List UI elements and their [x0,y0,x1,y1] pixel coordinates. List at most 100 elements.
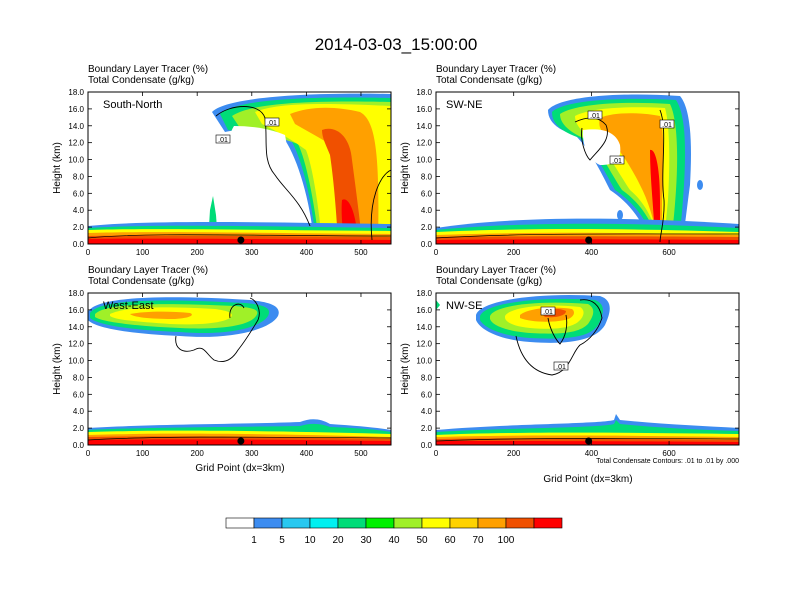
x-tick-labels: 0 100 200 300 400 500 [86,92,368,257]
y-tick-label: 12.0 [416,139,432,148]
y-tick-label: 0.0 [73,240,85,249]
colorbar-swatch [253,517,283,529]
y-axis-label: Height (km) [400,142,411,194]
tracer-field [88,93,391,244]
x-tick-label: 200 [191,449,205,458]
y-tick-label: 12.0 [68,340,84,349]
y-tick-label: 14.0 [68,122,84,131]
location-marker [237,437,245,445]
contour-label-box: .01 [609,155,625,165]
y-tick-label: 4.0 [73,407,85,416]
y-tick-label: 18.0 [416,289,432,298]
x-tick-label: 400 [585,449,599,458]
panel-west-east: Boundary Layer Tracer (%) Total Condensa… [52,265,392,474]
panel-name: South-North [103,99,162,111]
colorbar-swatch [309,517,339,529]
y-tick-label: 12.0 [416,340,432,349]
svg-text:.01: .01 [543,309,553,316]
svg-text:.01: .01 [590,113,600,120]
y-tick-label: 14.0 [416,323,432,332]
y-tick-label: 0.0 [73,441,85,450]
y-tick-label: 10.0 [416,357,432,366]
y-tick-label: 8.0 [73,172,85,181]
panel-frame [435,91,740,245]
colorbar-label: 70 [472,535,484,546]
y-tick-label: 2.0 [421,223,433,232]
y-tick-label: 6.0 [421,189,433,198]
y-tick-label: 6.0 [73,390,85,399]
x-axis-label: Grid Point (dx=3km) [543,474,632,485]
svg-text:.01: .01 [556,364,566,371]
x-tick-label: 300 [245,248,259,257]
y-tick-label: 16.0 [68,306,84,315]
panel-label-line1: Boundary Layer Tracer (%) [436,64,556,75]
panel-label-line1: Boundary Layer Tracer (%) [436,265,556,276]
y-tick-label: 18.0 [68,289,84,298]
y-tick-label: 18.0 [68,88,84,97]
y-tick-labels: 0.0 2.0 4.0 6.0 8.0 10.0 12.0 14.0 16.0 18.0 [416,289,739,450]
y-tick-label: 16.0 [416,105,432,114]
panel-name: West-East [103,300,154,312]
y-tick-label: 10.0 [68,156,84,165]
x-tick-label: 200 [507,248,521,257]
y-axis-label: Height (km) [52,142,63,194]
colorbar-label: 5 [279,535,285,546]
svg-text:.01: .01 [662,122,672,129]
y-tick-label: 14.0 [416,122,432,131]
colorbar-label: 20 [332,535,344,546]
colorbar-label: 100 [498,535,515,546]
panel-label-line2: Total Condensate (g/kg) [88,75,194,86]
x-tick-label: 0 [86,248,91,257]
x-tick-label: 400 [300,449,314,458]
y-tick-label: 4.0 [421,206,433,215]
panel-south-north: Boundary Layer Tracer (%) Total Condensa… [52,64,392,257]
colorbar-swatch [365,517,395,529]
panel-frame [87,292,392,446]
panel-nw-se: Boundary Layer Tracer (%) Total Condensa… [400,265,740,485]
colorbar-swatch [337,517,367,529]
x-tick-label: 0 [434,449,439,458]
svg-text:.01: .01 [267,120,277,127]
tracer-field [436,94,739,244]
y-tick-label: 10.0 [68,357,84,366]
x-axis-label: Grid Point (dx=3km) [195,463,284,474]
panel-name: NW-SE [446,300,482,312]
svg-text:.01: .01 [218,137,228,144]
contour-label-box: .01 [540,306,556,316]
colorbar-swatch [449,517,479,529]
y-tick-labels: 0.0 2.0 4.0 6.0 8.0 10.0 12.0 14.0 16.0 18.0 [68,88,391,249]
panel-frame [87,91,392,245]
y-tick-label: 0.0 [421,441,433,450]
colorbar-label: 50 [416,535,428,546]
y-tick-label: 2.0 [73,223,85,232]
colorbar-swatch [281,517,311,529]
y-tick-label: 10.0 [416,156,432,165]
location-marker [585,236,593,244]
x-tick-label: 400 [300,248,314,257]
panel-label-line2: Total Condensate (g/kg) [436,276,542,287]
y-tick-labels: 0.0 2.0 4.0 6.0 8.0 10.0 12.0 14.0 16.0 18.0 [68,289,391,450]
y-tick-label: 18.0 [416,88,432,97]
x-tick-label: 100 [136,449,150,458]
x-tick-label: 600 [662,449,676,458]
y-tick-label: 2.0 [73,424,85,433]
contour-label-box: .01 [553,361,569,371]
y-tick-labels: 0.0 2.0 4.0 6.0 8.0 10.0 12.0 14.0 16.0 18.0 [416,88,739,249]
colorbar-swatch [225,517,255,529]
y-tick-label: 14.0 [68,323,84,332]
contour-label-box: .01 [659,119,675,129]
x-tick-label: 200 [191,248,205,257]
svg-text:.01: .01 [612,158,622,165]
colorbar-swatch [505,517,535,529]
y-tick-label: 16.0 [416,306,432,315]
colorbar-swatch [421,517,451,529]
x-tick-label: 500 [354,449,368,458]
y-tick-label: 4.0 [73,206,85,215]
contour-note: Total Condensate Contours: .01 to .01 by… [596,458,739,465]
y-tick-label: 6.0 [73,189,85,198]
y-tick-label: 2.0 [421,424,433,433]
y-tick-label: 8.0 [421,373,433,382]
x-tick-label: 600 [662,248,676,257]
x-tick-labels: 0 100 200 300 400 500 [86,293,368,458]
